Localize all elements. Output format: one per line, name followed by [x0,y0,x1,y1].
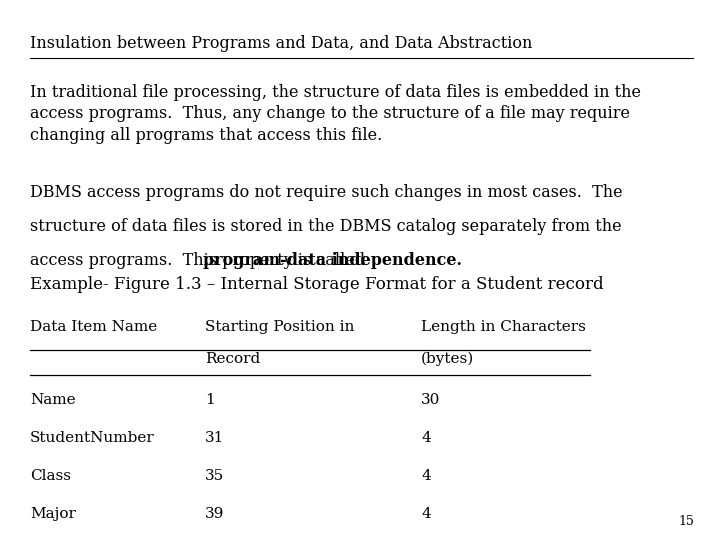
Text: 39: 39 [205,507,225,521]
Text: Record: Record [205,352,261,366]
Text: Class: Class [30,469,71,483]
Text: 30: 30 [421,393,441,407]
Text: 4: 4 [421,507,431,521]
Text: 35: 35 [205,469,225,483]
Text: Name: Name [30,393,76,407]
Text: Example- Figure 1.3 – Internal Storage Format for a Student record: Example- Figure 1.3 – Internal Storage F… [30,276,604,293]
Text: program-data independence.: program-data independence. [203,252,462,268]
Text: Insulation between Programs and Data, and Data Abstraction: Insulation between Programs and Data, an… [30,35,533,52]
Text: structure of data files is stored in the DBMS catalog separately from the: structure of data files is stored in the… [30,218,622,234]
Text: Starting Position in: Starting Position in [205,320,354,334]
Text: StudentNumber: StudentNumber [30,431,155,445]
Text: Length in Characters: Length in Characters [421,320,586,334]
Text: DBMS access programs do not require such changes in most cases.  The: DBMS access programs do not require such… [30,184,623,200]
Text: In traditional file processing, the structure of data files is embedded in the
a: In traditional file processing, the stru… [30,84,642,144]
Text: 1: 1 [205,393,215,407]
Text: (bytes): (bytes) [421,352,474,367]
Text: Major: Major [30,507,76,521]
Text: 31: 31 [205,431,225,445]
Text: 15: 15 [679,515,695,528]
Text: Data Item Name: Data Item Name [30,320,158,334]
Text: 4: 4 [421,469,431,483]
Text: 4: 4 [421,431,431,445]
Text: access programs.  This property is called: access programs. This property is called [30,252,371,268]
